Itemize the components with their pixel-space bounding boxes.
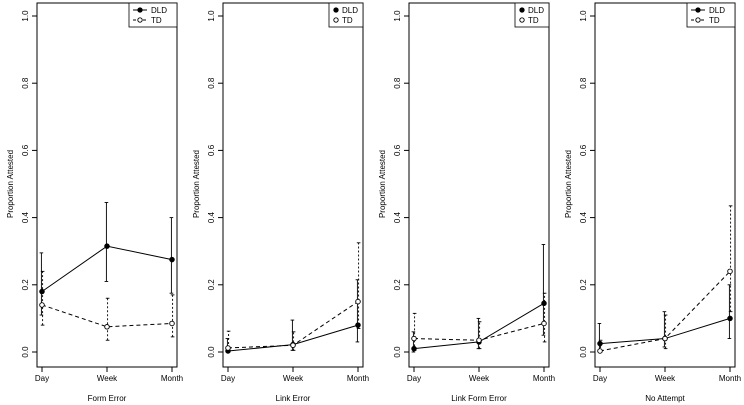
y-tick-label: 0.8 — [393, 77, 402, 89]
x-tick-label: Day — [35, 374, 49, 383]
legend-box — [328, 2, 364, 28]
x-tick-label: Week — [97, 374, 118, 383]
y-tick-label: 0.2 — [393, 279, 402, 291]
y-axis-title: Proportion Attested — [378, 150, 387, 218]
y-tick-label: 0.2 — [207, 279, 216, 291]
data-point-td — [355, 298, 361, 305]
data-point-dld — [104, 243, 110, 249]
legend-label-dld: DLD — [342, 6, 358, 15]
x-tick-label: Month — [347, 374, 369, 383]
x-axis-title: Form Error — [88, 394, 127, 403]
y-axis-title: Proportion Attested — [6, 150, 15, 218]
legend-marker-td — [695, 17, 701, 23]
data-point-td — [727, 268, 733, 275]
data-point-td — [39, 302, 45, 308]
legend-marker-dld — [333, 7, 339, 13]
data-point-dld — [355, 322, 361, 328]
x-tick-label: Month — [161, 374, 183, 383]
series-line-td — [41, 304, 173, 328]
legend-label-dld: DLD — [528, 6, 544, 15]
plot-frame — [36, 2, 178, 368]
y-tick-label: 0.0 — [21, 346, 30, 358]
y-axis-title: Proportion Attested — [564, 150, 573, 218]
data-point-td — [225, 345, 231, 351]
chart-panel-3: 0.0 0.2 0.4 0.6 0.8 1.0 Proportion Attested Day… — [378, 2, 555, 403]
legend-box — [128, 2, 178, 28]
x-tick-label: Month — [719, 374, 741, 383]
x-tick-label: Week — [655, 374, 676, 383]
y-tick-label: 0.4 — [393, 211, 402, 223]
legend-label-dld: DLD — [151, 6, 167, 15]
data-point-dld — [169, 256, 175, 263]
x-axis-title: Link Error — [276, 394, 311, 403]
y-tick-label: 0.4 — [207, 211, 216, 223]
data-point-td — [476, 337, 482, 343]
chart-panel-1: 0.0 0.2 0.4 0.6 0.8 1.0 Proportion Attested Day… — [6, 2, 183, 403]
y-tick-label: 0.2 — [21, 279, 30, 291]
legend-marker-dld — [695, 7, 701, 13]
y-tick-label: 0.4 — [579, 211, 588, 223]
legend-box — [514, 2, 550, 28]
y-tick-label: 1.0 — [393, 10, 402, 22]
legend-label-dld: DLD — [709, 6, 725, 15]
data-point-td — [411, 335, 417, 342]
data-point-td — [662, 335, 668, 342]
data-point-dld — [411, 345, 417, 352]
data-point-dld — [541, 300, 547, 307]
series-line-dld — [41, 245, 173, 292]
data-point-td — [597, 348, 603, 354]
y-tick-label: 0.0 — [579, 346, 588, 358]
y-tick-label: 1.0 — [21, 10, 30, 22]
data-point-td — [541, 320, 547, 327]
x-tick-label: Week — [283, 374, 304, 383]
y-tick-label: 0.4 — [21, 211, 30, 223]
y-tick-label: 0.8 — [21, 77, 30, 89]
x-axis-title: No Attempt — [645, 394, 685, 403]
legend-marker-td — [137, 17, 143, 23]
data-point-dld — [39, 288, 45, 295]
legend-box — [686, 2, 736, 28]
data-point-dld — [727, 315, 733, 322]
y-tick-label: 0.6 — [207, 144, 216, 156]
legend-label-td: TD — [709, 16, 720, 25]
chart-panel-2: 0.0 0.2 0.4 0.6 0.8 1.0 Proportion Attested Day… — [192, 2, 369, 403]
data-point-dld — [597, 340, 603, 347]
chart-panel-4: 0.0 0.2 0.4 0.6 0.8 1.0 Proportion Attested Day… — [564, 2, 741, 403]
y-tick-label: 0.0 — [207, 346, 216, 358]
legend-label-td: TD — [151, 16, 162, 25]
legend-label-td: TD — [342, 16, 353, 25]
plot-frame — [222, 2, 364, 368]
x-tick-label: Day — [593, 374, 607, 383]
y-axis-title: Proportion Attested — [192, 150, 201, 218]
x-tick-label: Week — [469, 374, 490, 383]
plot-frame — [594, 2, 736, 368]
legend-marker-dld — [519, 7, 525, 13]
x-tick-label: Day — [407, 374, 421, 383]
x-axis-title: Link Form Error — [451, 394, 507, 403]
y-tick-label: 0.0 — [393, 346, 402, 358]
legend-label-td: TD — [528, 16, 539, 25]
y-tick-label: 1.0 — [207, 10, 216, 22]
legend-marker-dld — [137, 7, 143, 13]
y-tick-label: 0.8 — [207, 77, 216, 89]
data-point-td — [290, 342, 296, 349]
y-tick-label: 0.6 — [393, 144, 402, 156]
y-tick-label: 0.6 — [21, 144, 30, 156]
x-tick-label: Day — [221, 374, 235, 383]
legend-marker-td — [519, 17, 525, 23]
y-tick-label: 0.6 — [579, 144, 588, 156]
y-tick-label: 0.2 — [579, 279, 588, 291]
y-tick-label: 1.0 — [579, 10, 588, 22]
x-tick-label: Month — [533, 374, 555, 383]
legend-marker-td — [333, 17, 339, 23]
data-point-td — [104, 324, 110, 330]
y-tick-label: 0.8 — [579, 77, 588, 89]
data-point-td — [169, 320, 175, 327]
series-line-td — [227, 301, 359, 349]
